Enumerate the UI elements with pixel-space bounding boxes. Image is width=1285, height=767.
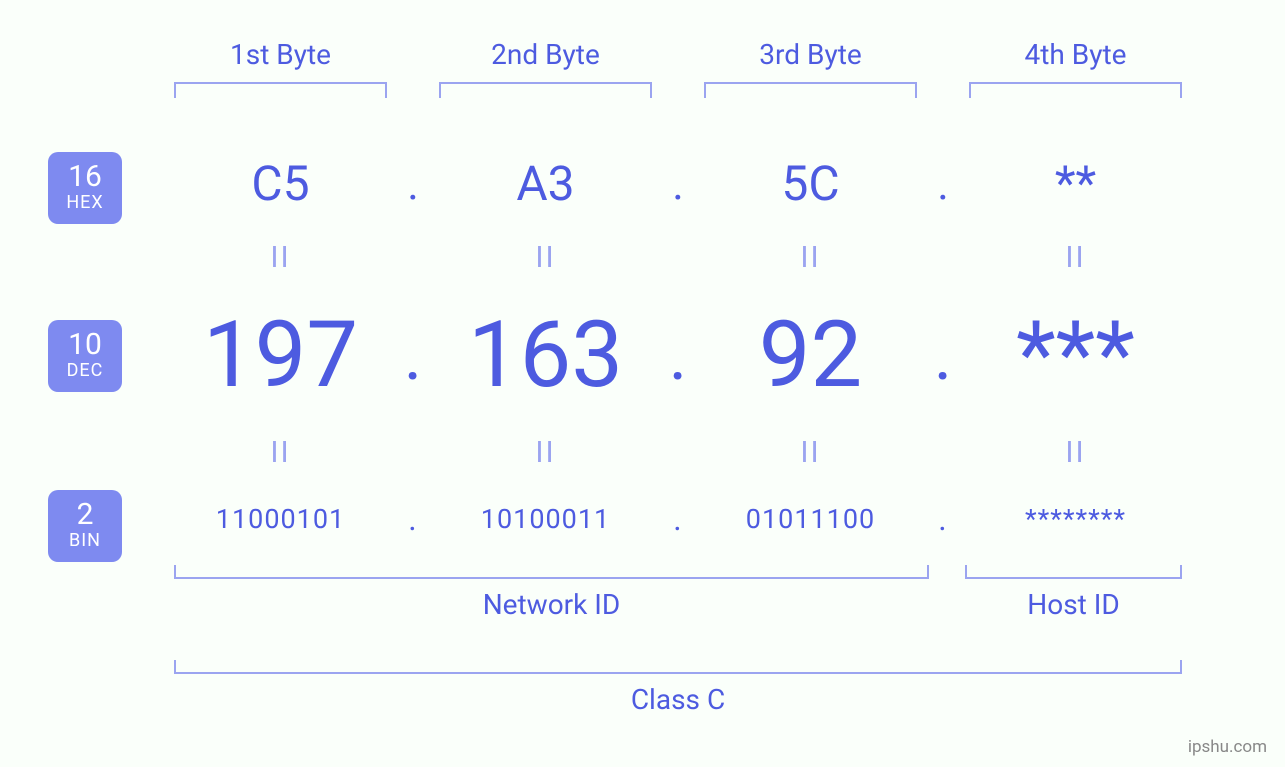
dec-byte4: *** [963, 302, 1188, 409]
badge-hex: 16 HEX [48, 152, 122, 224]
dot-icon: . [923, 158, 963, 210]
hex-byte4: ** [963, 155, 1188, 212]
equals-icon: II [963, 435, 1188, 470]
hex-byte2: A3 [433, 155, 658, 212]
equals-icon: II [168, 240, 393, 275]
byte-headers: 1st Byte 2nd Byte 3rd Byte 4th Byte [168, 38, 1188, 71]
hex-byte1: C5 [168, 155, 393, 212]
equals-icon: II [433, 240, 658, 275]
badge-dec-label: DEC [48, 362, 122, 380]
dot-icon: . [658, 315, 698, 397]
dec-byte1: 197 [168, 302, 393, 409]
equals-row-1: II II II II [168, 240, 1188, 275]
watermark: ipshu.com [1188, 737, 1267, 757]
dot-icon: . [658, 158, 698, 210]
label-network-id: Network ID [174, 588, 929, 621]
equals-icon: II [698, 435, 923, 470]
label-host-id: Host ID [965, 588, 1182, 621]
hex-byte3: 5C [698, 155, 923, 212]
dec-byte3: 92 [698, 302, 923, 409]
equals-icon: II [168, 435, 393, 470]
equals-row-2: II II II II [168, 435, 1188, 470]
dot-icon: . [658, 500, 698, 538]
byte-brackets-top [168, 82, 1188, 98]
dot-icon: . [923, 315, 963, 397]
dot-icon: . [393, 315, 433, 397]
dec-byte2: 163 [433, 302, 658, 409]
equals-icon: II [433, 435, 658, 470]
label-class: Class C [174, 683, 1182, 716]
dot-icon: . [923, 500, 963, 538]
bracket-host-id [965, 565, 1182, 579]
bracket-class [174, 660, 1182, 674]
equals-icon: II [963, 240, 1188, 275]
dot-icon: . [393, 158, 433, 210]
bin-byte3: 01011100 [698, 503, 923, 535]
bin-byte2: 10100011 [433, 503, 658, 535]
bin-row: 11000101 . 10100011 . 01011100 . *******… [168, 500, 1188, 538]
header-byte3: 3rd Byte [698, 38, 923, 71]
badge-bin-num: 2 [48, 500, 122, 530]
badge-hex-label: HEX [48, 194, 122, 212]
badge-dec: 10 DEC [48, 320, 122, 392]
dot-icon: . [393, 500, 433, 538]
bin-byte1: 11000101 [168, 503, 393, 535]
equals-icon: II [698, 240, 923, 275]
header-byte2: 2nd Byte [433, 38, 658, 71]
badge-hex-num: 16 [48, 162, 122, 192]
badge-bin-label: BIN [48, 532, 122, 550]
header-byte4: 4th Byte [963, 38, 1188, 71]
dec-row: 197 . 163 . 92 . *** [168, 302, 1188, 409]
ip-diagram: 16 HEX 10 DEC 2 BIN 1st Byte 2nd Byte 3r… [0, 0, 1285, 767]
header-byte1: 1st Byte [168, 38, 393, 71]
bracket-network-id [174, 565, 929, 579]
badge-bin: 2 BIN [48, 490, 122, 562]
hex-row: C5 . A3 . 5C . ** [168, 155, 1188, 212]
badge-dec-num: 10 [48, 330, 122, 360]
bin-byte4: ******** [963, 503, 1188, 535]
